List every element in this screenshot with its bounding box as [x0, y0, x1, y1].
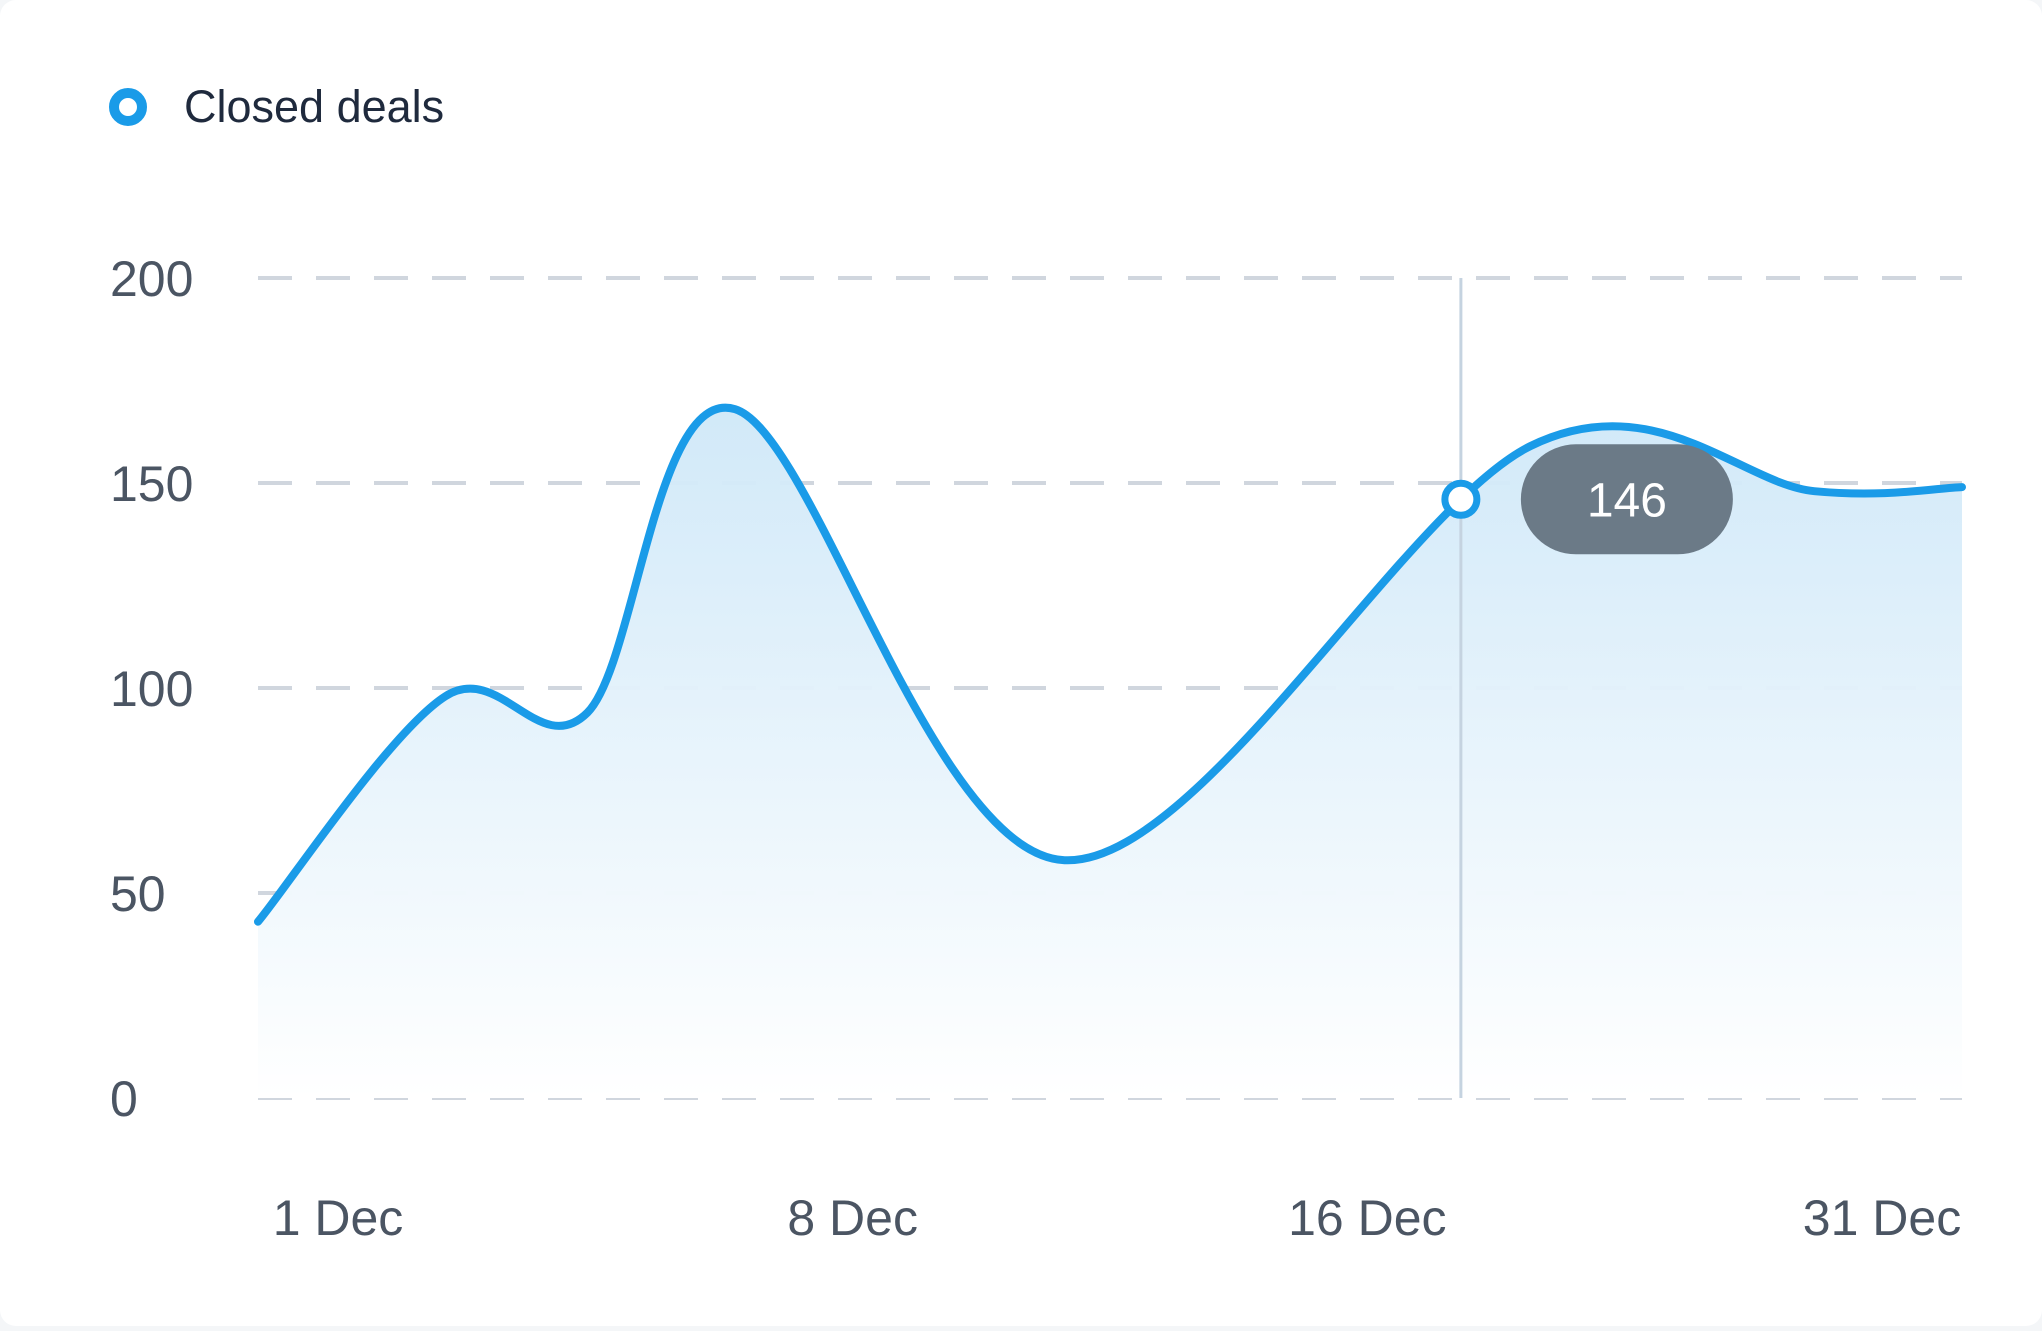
x-axis: 1 Dec 8 Dec 16 Dec 31 Dec: [273, 1190, 1962, 1246]
y-tick-label: 0: [110, 1071, 138, 1127]
y-tick-label: 50: [110, 866, 166, 922]
highlight-point[interactable]: [1441, 479, 1481, 519]
x-tick-label: 1 Dec: [273, 1190, 404, 1246]
y-tick-label: 200: [110, 251, 193, 307]
value-tooltip: [1520, 444, 1733, 555]
x-tick-label: 31 Dec: [1803, 1190, 1961, 1246]
series-area: [258, 407, 1962, 1098]
x-tick-label: 16 Dec: [1288, 1190, 1446, 1246]
tooltip-value: 146: [1587, 474, 1667, 527]
y-axis: 200 150 100 50 0: [110, 251, 193, 1127]
series-line: [254, 403, 1966, 926]
x-tick-label: 8 Dec: [787, 1190, 918, 1246]
legend-marker-icon: [109, 88, 147, 126]
legend-label: Closed deals: [184, 81, 444, 132]
series-closed-deals: [254, 403, 1966, 1098]
legend: Closed deals: [109, 81, 444, 132]
hover-overlay: 146: [1441, 278, 1733, 1098]
y-tick-label: 100: [110, 661, 193, 717]
y-tick-label: 150: [110, 456, 193, 512]
